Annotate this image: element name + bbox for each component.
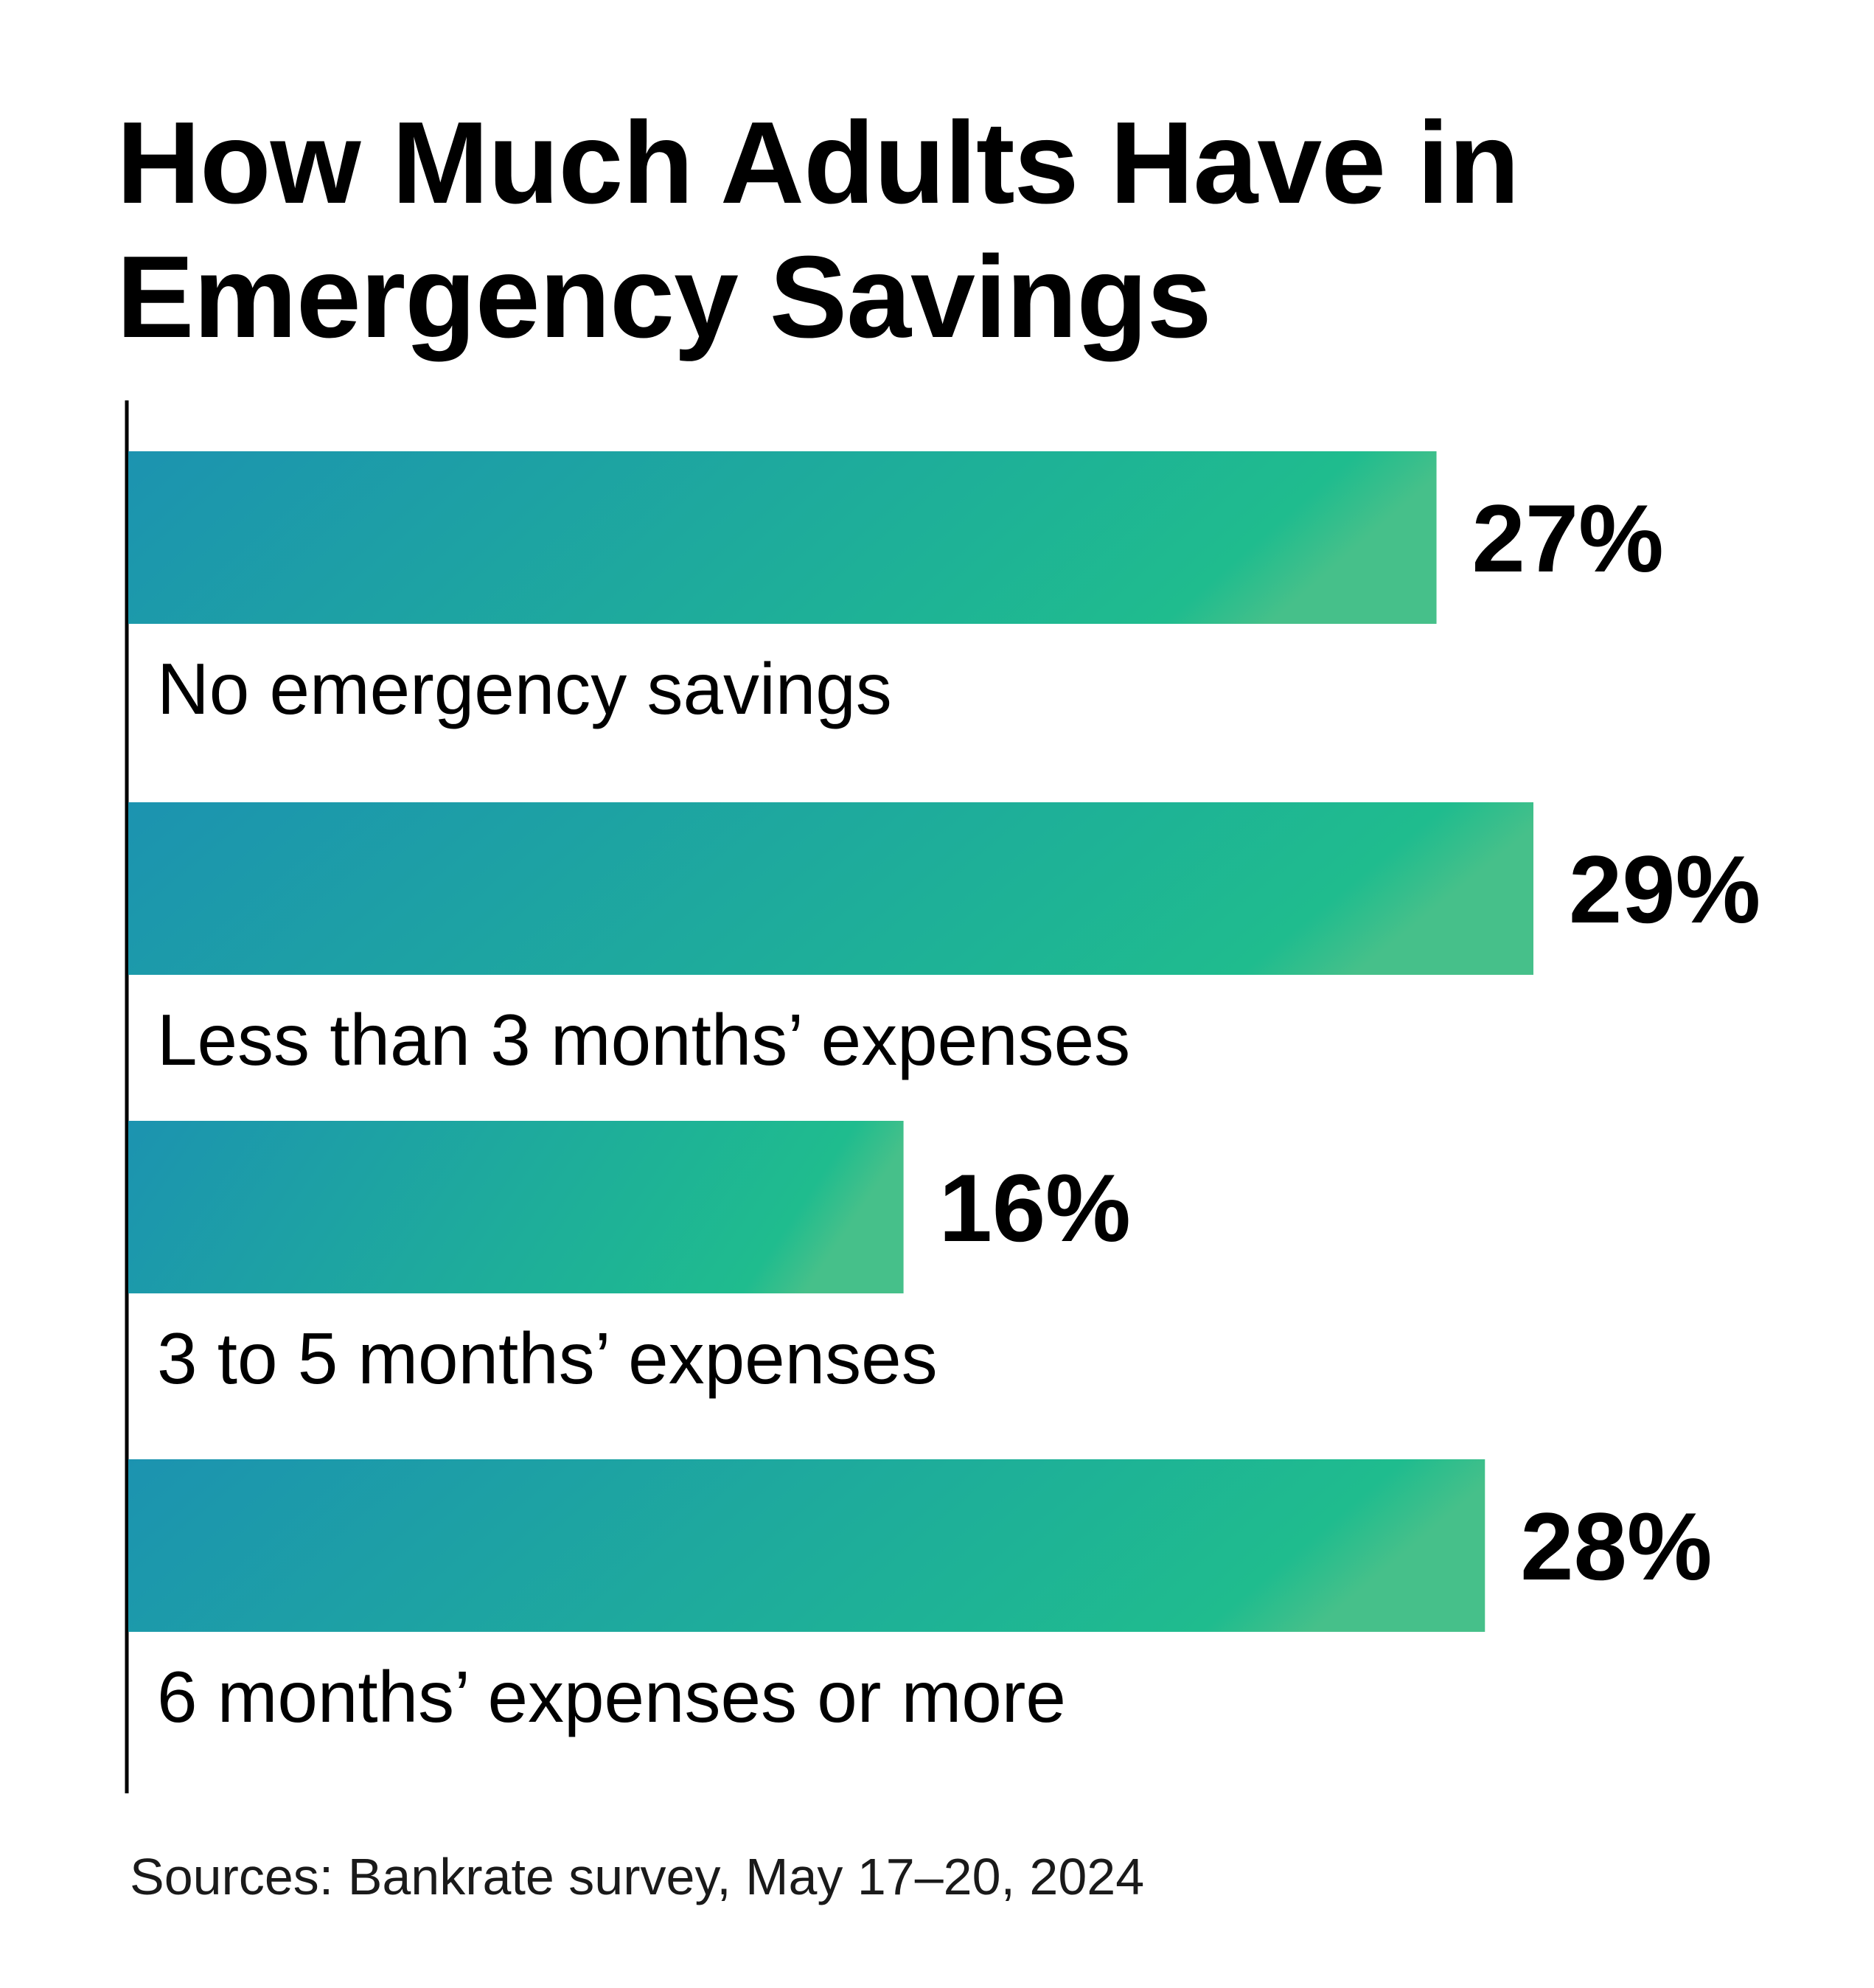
bar-2 — [128, 802, 1533, 975]
category-label-2: Less than 3 months’ expenses — [157, 999, 1130, 1080]
bar-1 — [128, 451, 1437, 624]
bar-value-label-1: 27% — [1472, 484, 1664, 592]
bar-4 — [128, 1459, 1485, 1632]
bar-value-label-3: 16% — [939, 1154, 1131, 1262]
category-label-1: No emergency savings — [157, 648, 892, 729]
bars-group: 27% No emergency savings 29% Less than 3 mo… — [128, 451, 1760, 1737]
source-note: Sources: Bankrate survey, May 17–20, 202… — [130, 1848, 1145, 1905]
bar-value-label-4: 28% — [1520, 1492, 1712, 1600]
category-label-3: 3 to 5 months’ expenses — [157, 1318, 938, 1399]
chart-title: How Much Adults Have in Emergency Saving… — [116, 98, 1519, 362]
bar-3 — [128, 1121, 904, 1293]
bar-value-label-2: 29% — [1569, 835, 1760, 943]
category-label-4: 6 months’ expenses or more — [157, 1656, 1066, 1737]
